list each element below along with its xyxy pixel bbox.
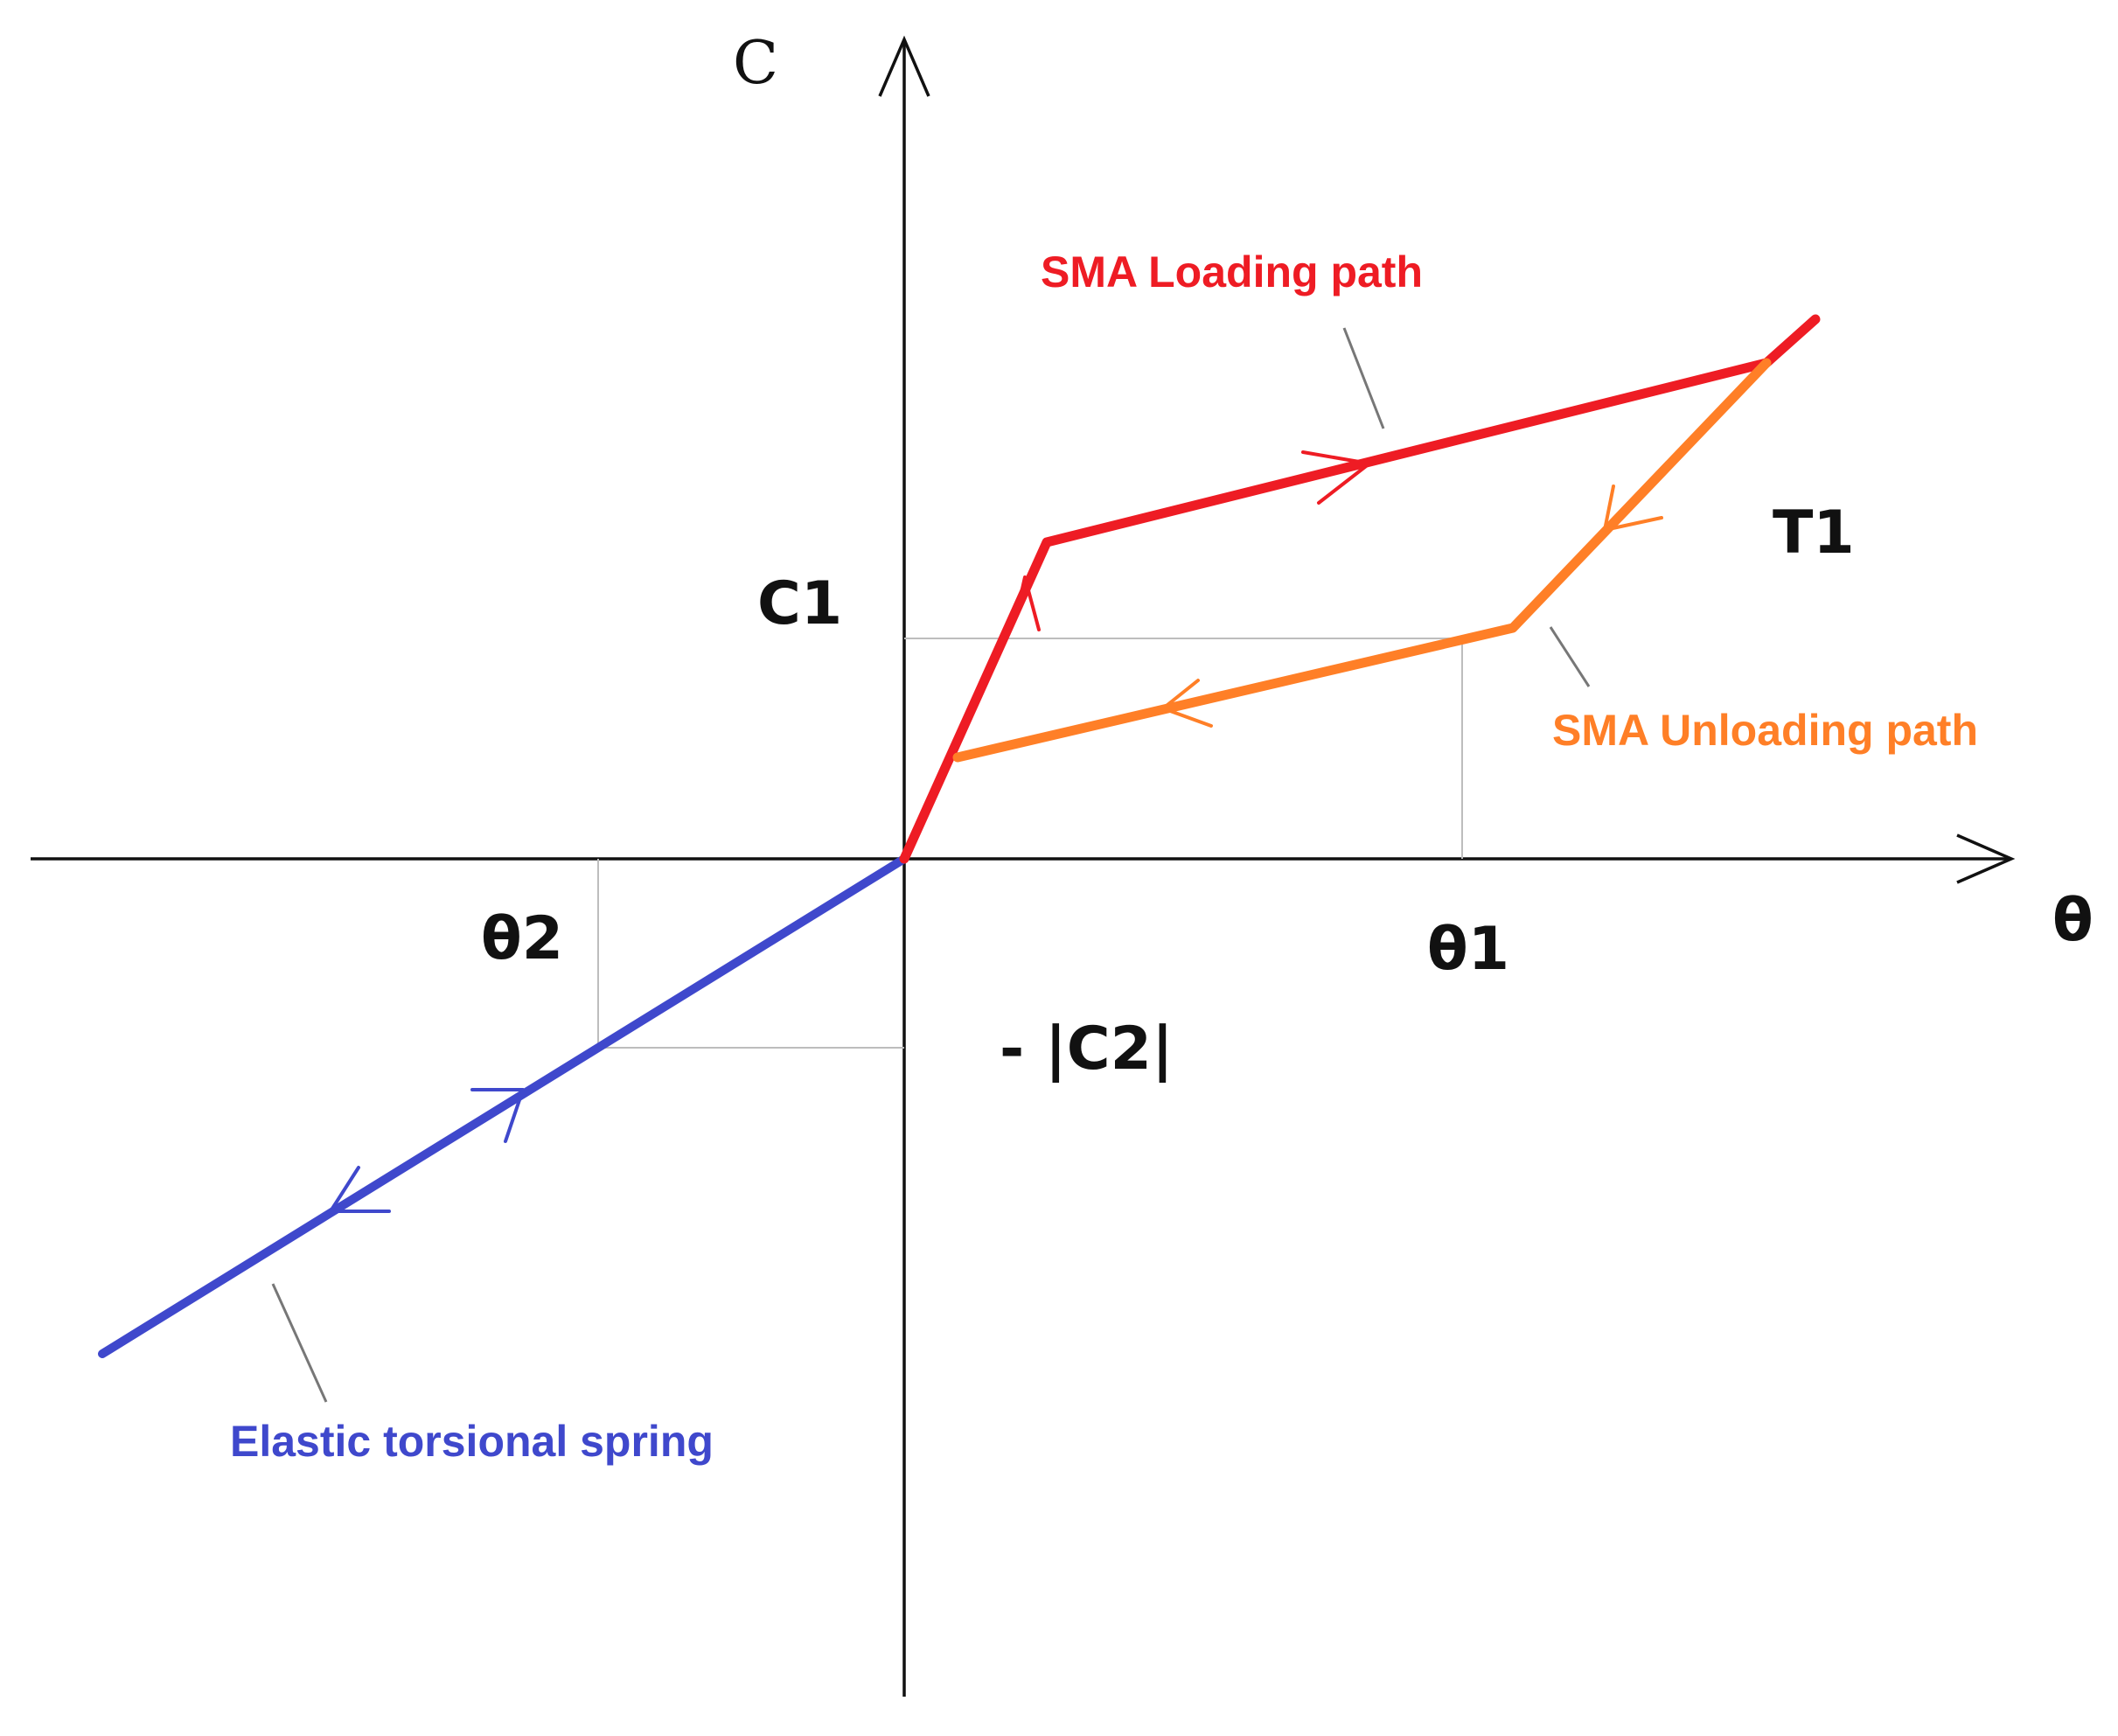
elastic-arrow-up: [470, 1088, 525, 1143]
x-axis-arrowhead: [1956, 833, 2016, 884]
sma-unloading-label: SMA Unloading path: [1552, 706, 1978, 755]
t1-label: T1: [1773, 498, 1855, 568]
sma-loading-path: [899, 314, 1821, 864]
theta2-label: θ2: [481, 904, 563, 973]
unloading-arrow-steep: [1603, 485, 1663, 532]
loading-leader: [1342, 327, 1385, 429]
unloading-arrow-slope: [1161, 679, 1213, 728]
loading-arrow-slope: [1301, 450, 1371, 505]
elastic-leader: [271, 1283, 328, 1403]
elastic-spring-line: [98, 854, 909, 1358]
c2-label: - |C2|: [1000, 1014, 1174, 1084]
y-axis-arrowhead: [878, 35, 930, 97]
theta1-label: θ1: [1427, 915, 1509, 984]
loading-arrow-steep: [1015, 575, 1041, 631]
y-axis-label: C: [733, 29, 778, 98]
sma-unloading-path: [952, 358, 1772, 763]
sma-loading-label: SMA Loading path: [1041, 248, 1423, 296]
elastic-spring-label: Elastic torsional spring: [230, 1417, 714, 1466]
elastic-arrow-down: [329, 1166, 391, 1213]
x-axis-label: θ: [2052, 886, 2094, 955]
unloading-leader: [1549, 626, 1591, 687]
c1-label: C1: [757, 569, 842, 638]
